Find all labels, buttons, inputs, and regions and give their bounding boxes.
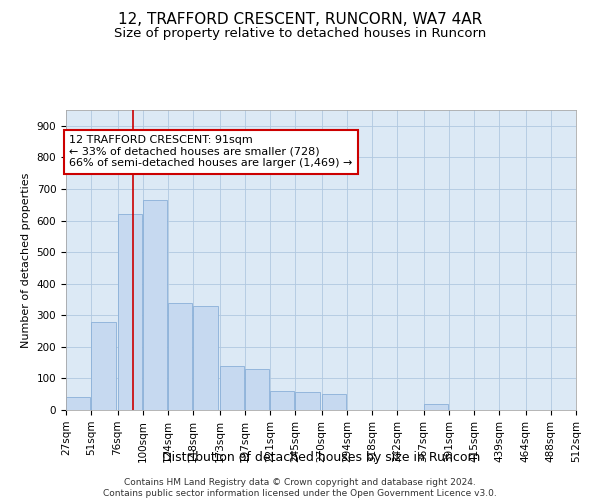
Bar [118, 214, 142, 410]
Bar [193, 306, 218, 410]
Text: 12, TRAFFORD CRESCENT, RUNCORN, WA7 4AR: 12, TRAFFORD CRESCENT, RUNCORN, WA7 4AR [118, 12, 482, 28]
Bar [143, 200, 167, 410]
Bar [270, 391, 295, 410]
Text: Size of property relative to detached houses in Runcorn: Size of property relative to detached ho… [114, 28, 486, 40]
Bar [66, 396, 91, 410]
Text: Distribution of detached houses by size in Runcorn: Distribution of detached houses by size … [162, 451, 480, 464]
Bar [424, 404, 448, 410]
Bar [91, 322, 116, 410]
Bar [220, 366, 244, 410]
Bar [168, 302, 193, 410]
Y-axis label: Number of detached properties: Number of detached properties [21, 172, 31, 348]
Text: Contains HM Land Registry data © Crown copyright and database right 2024.
Contai: Contains HM Land Registry data © Crown c… [103, 478, 497, 498]
Bar [245, 369, 269, 410]
Bar [295, 392, 320, 410]
Bar [322, 394, 346, 410]
Text: 12 TRAFFORD CRESCENT: 91sqm
← 33% of detached houses are smaller (728)
66% of se: 12 TRAFFORD CRESCENT: 91sqm ← 33% of det… [69, 136, 353, 168]
